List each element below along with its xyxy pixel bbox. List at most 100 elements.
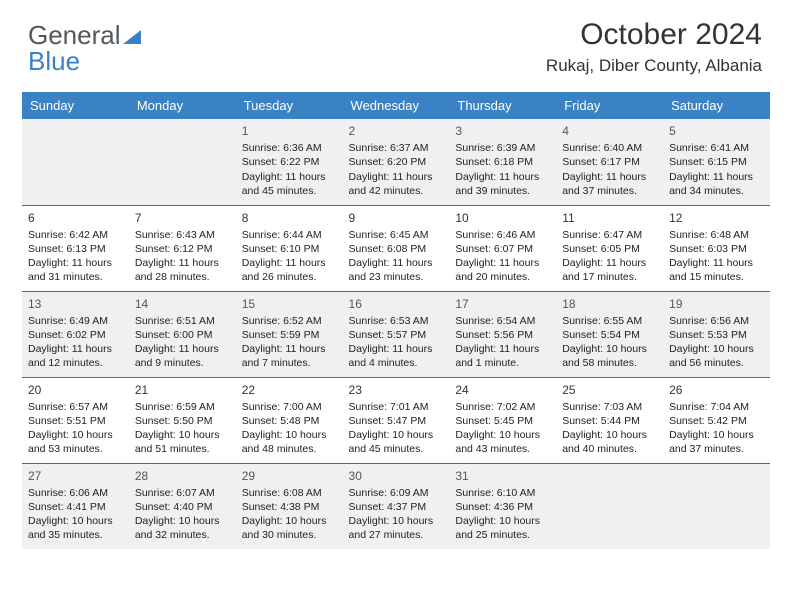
daylight-text: Daylight: 11 hours and 9 minutes. xyxy=(135,342,230,370)
sunrise-text: Sunrise: 6:06 AM xyxy=(28,486,123,500)
sunset-text: Sunset: 4:37 PM xyxy=(349,500,444,514)
day-number: 19 xyxy=(669,296,764,312)
day-number: 15 xyxy=(242,296,337,312)
day-number: 31 xyxy=(455,468,550,484)
day-number: 20 xyxy=(28,382,123,398)
sunset-text: Sunset: 5:51 PM xyxy=(28,414,123,428)
day-number: 6 xyxy=(28,210,123,226)
day-header: Sunday xyxy=(22,92,129,119)
calendar-cell: 4Sunrise: 6:40 AMSunset: 6:17 PMDaylight… xyxy=(556,119,663,205)
daylight-text: Daylight: 11 hours and 20 minutes. xyxy=(455,256,550,284)
calendar-cell: 26Sunrise: 7:04 AMSunset: 5:42 PMDayligh… xyxy=(663,377,770,463)
calendar-cell: 18Sunrise: 6:55 AMSunset: 5:54 PMDayligh… xyxy=(556,291,663,377)
day-number: 18 xyxy=(562,296,657,312)
daylight-text: Daylight: 10 hours and 43 minutes. xyxy=(455,428,550,456)
calendar-cell: 12Sunrise: 6:48 AMSunset: 6:03 PMDayligh… xyxy=(663,205,770,291)
calendar-cell xyxy=(22,119,129,205)
calendar-week-row: 6Sunrise: 6:42 AMSunset: 6:13 PMDaylight… xyxy=(22,205,770,291)
sunset-text: Sunset: 6:02 PM xyxy=(28,328,123,342)
sunrise-text: Sunrise: 6:51 AM xyxy=(135,314,230,328)
day-number: 5 xyxy=(669,123,764,139)
sunset-text: Sunset: 6:05 PM xyxy=(562,242,657,256)
day-number: 8 xyxy=(242,210,337,226)
calendar-cell: 30Sunrise: 6:09 AMSunset: 4:37 PMDayligh… xyxy=(343,463,450,549)
day-number: 13 xyxy=(28,296,123,312)
daylight-text: Daylight: 11 hours and 31 minutes. xyxy=(28,256,123,284)
daylight-text: Daylight: 10 hours and 58 minutes. xyxy=(562,342,657,370)
brand-part2: Blue xyxy=(28,46,80,76)
sunrise-text: Sunrise: 6:54 AM xyxy=(455,314,550,328)
sunrise-text: Sunrise: 6:49 AM xyxy=(28,314,123,328)
calendar-week-row: 1Sunrise: 6:36 AMSunset: 6:22 PMDaylight… xyxy=(22,119,770,205)
calendar-cell: 20Sunrise: 6:57 AMSunset: 5:51 PMDayligh… xyxy=(22,377,129,463)
daylight-text: Daylight: 10 hours and 30 minutes. xyxy=(242,514,337,542)
sunset-text: Sunset: 5:57 PM xyxy=(349,328,444,342)
calendar-week-row: 20Sunrise: 6:57 AMSunset: 5:51 PMDayligh… xyxy=(22,377,770,463)
calendar-week-row: 13 Sunrise: 6:49 AMSunset: 6:02 PM Dayligh… xyxy=(22,291,770,377)
daylight-text: Daylight: 10 hours and 35 minutes. xyxy=(28,514,123,542)
sunset-text: Sunset: 6:18 PM xyxy=(455,155,550,169)
day-number: 10 xyxy=(455,210,550,226)
day-number: 23 xyxy=(349,382,444,398)
calendar-cell: 15Sunrise: 6:52 AMSunset: 5:59 PMDayligh… xyxy=(236,291,343,377)
calendar-cell: 9Sunrise: 6:45 AMSunset: 6:08 PMDaylight… xyxy=(343,205,450,291)
sunrise-text: Sunrise: 6:55 AM xyxy=(562,314,657,328)
calendar-table: Sunday Monday Tuesday Wednesday Thursday… xyxy=(22,92,770,549)
day-number: 3 xyxy=(455,123,550,139)
month-title: October 2024 xyxy=(546,18,762,52)
day-header: Wednesday xyxy=(343,92,450,119)
sunrise-text: Sunrise: 6:10 AM xyxy=(455,486,550,500)
daylight-text: Daylight: 11 hours and 34 minutes. xyxy=(669,170,764,198)
calendar-cell: 23Sunrise: 7:01 AMSunset: 5:47 PMDayligh… xyxy=(343,377,450,463)
day-number: 14 xyxy=(135,296,230,312)
daylight-text: Daylight: 11 hours and 26 minutes. xyxy=(242,256,337,284)
calendar-cell: 7Sunrise: 6:43 AMSunset: 6:12 PMDaylight… xyxy=(129,205,236,291)
calendar-cell: 6Sunrise: 6:42 AMSunset: 6:13 PMDaylight… xyxy=(22,205,129,291)
daylight-text: Daylight: 11 hours and 39 minutes. xyxy=(455,170,550,198)
daylight-text: Daylight: 10 hours and 27 minutes. xyxy=(349,514,444,542)
brand-logo: General Blue xyxy=(28,22,141,74)
sunset-text: Sunset: 4:41 PM xyxy=(28,500,123,514)
daylight-text: Daylight: 10 hours and 40 minutes. xyxy=(562,428,657,456)
calendar-cell: 17Sunrise: 6:54 AMSunset: 5:56 PMDayligh… xyxy=(449,291,556,377)
calendar-cell: 19Sunrise: 6:56 AMSunset: 5:53 PMDayligh… xyxy=(663,291,770,377)
sunrise-text: Sunrise: 6:36 AM xyxy=(242,141,337,155)
sunset-text: Sunset: 6:20 PM xyxy=(349,155,444,169)
daylight-text: Daylight: 10 hours and 45 minutes. xyxy=(349,428,444,456)
sunrise-text: Sunrise: 6:07 AM xyxy=(135,486,230,500)
sunset-text: Sunset: 5:42 PM xyxy=(669,414,764,428)
calendar-cell: 14Sunrise: 6:51 AMSunset: 6:00 PMDayligh… xyxy=(129,291,236,377)
calendar-cell: 3Sunrise: 6:39 AMSunset: 6:18 PMDaylight… xyxy=(449,119,556,205)
sunrise-text: Sunrise: 6:53 AM xyxy=(349,314,444,328)
day-number: 2 xyxy=(349,123,444,139)
calendar-cell: 27Sunrise: 6:06 AMSunset: 4:41 PMDayligh… xyxy=(22,463,129,549)
day-number: 25 xyxy=(562,382,657,398)
daylight-text: Daylight: 10 hours and 48 minutes. xyxy=(242,428,337,456)
sunrise-text: Sunrise: 6:40 AM xyxy=(562,141,657,155)
day-header: Tuesday xyxy=(236,92,343,119)
calendar-cell: 25Sunrise: 7:03 AMSunset: 5:44 PMDayligh… xyxy=(556,377,663,463)
calendar-cell: 28Sunrise: 6:07 AMSunset: 4:40 PMDayligh… xyxy=(129,463,236,549)
sunrise-text: Sunrise: 7:03 AM xyxy=(562,400,657,414)
sunrise-text: Sunrise: 6:46 AM xyxy=(455,228,550,242)
sunset-text: Sunset: 6:15 PM xyxy=(669,155,764,169)
sunrise-text: Sunrise: 6:44 AM xyxy=(242,228,337,242)
sunset-text: Sunset: 5:53 PM xyxy=(669,328,764,342)
sunset-text: Sunset: 5:50 PM xyxy=(135,414,230,428)
location-label: Rukaj, Diber County, Albania xyxy=(546,56,762,76)
sunset-text: Sunset: 6:13 PM xyxy=(28,242,123,256)
sunrise-text: Sunrise: 6:45 AM xyxy=(349,228,444,242)
sunrise-text: Sunrise: 6:59 AM xyxy=(135,400,230,414)
day-number: 22 xyxy=(242,382,337,398)
daylight-text: Daylight: 11 hours and 23 minutes. xyxy=(349,256,444,284)
sunrise-text: Sunrise: 6:47 AM xyxy=(562,228,657,242)
sunrise-text: Sunrise: 7:02 AM xyxy=(455,400,550,414)
day-header: Thursday xyxy=(449,92,556,119)
sunrise-text: Sunrise: 6:43 AM xyxy=(135,228,230,242)
sunset-text: Sunset: 5:45 PM xyxy=(455,414,550,428)
calendar-cell: 8Sunrise: 6:44 AMSunset: 6:10 PMDaylight… xyxy=(236,205,343,291)
day-number: 7 xyxy=(135,210,230,226)
day-number: 17 xyxy=(455,296,550,312)
sunrise-text: Sunrise: 6:48 AM xyxy=(669,228,764,242)
day-number: 29 xyxy=(242,468,337,484)
